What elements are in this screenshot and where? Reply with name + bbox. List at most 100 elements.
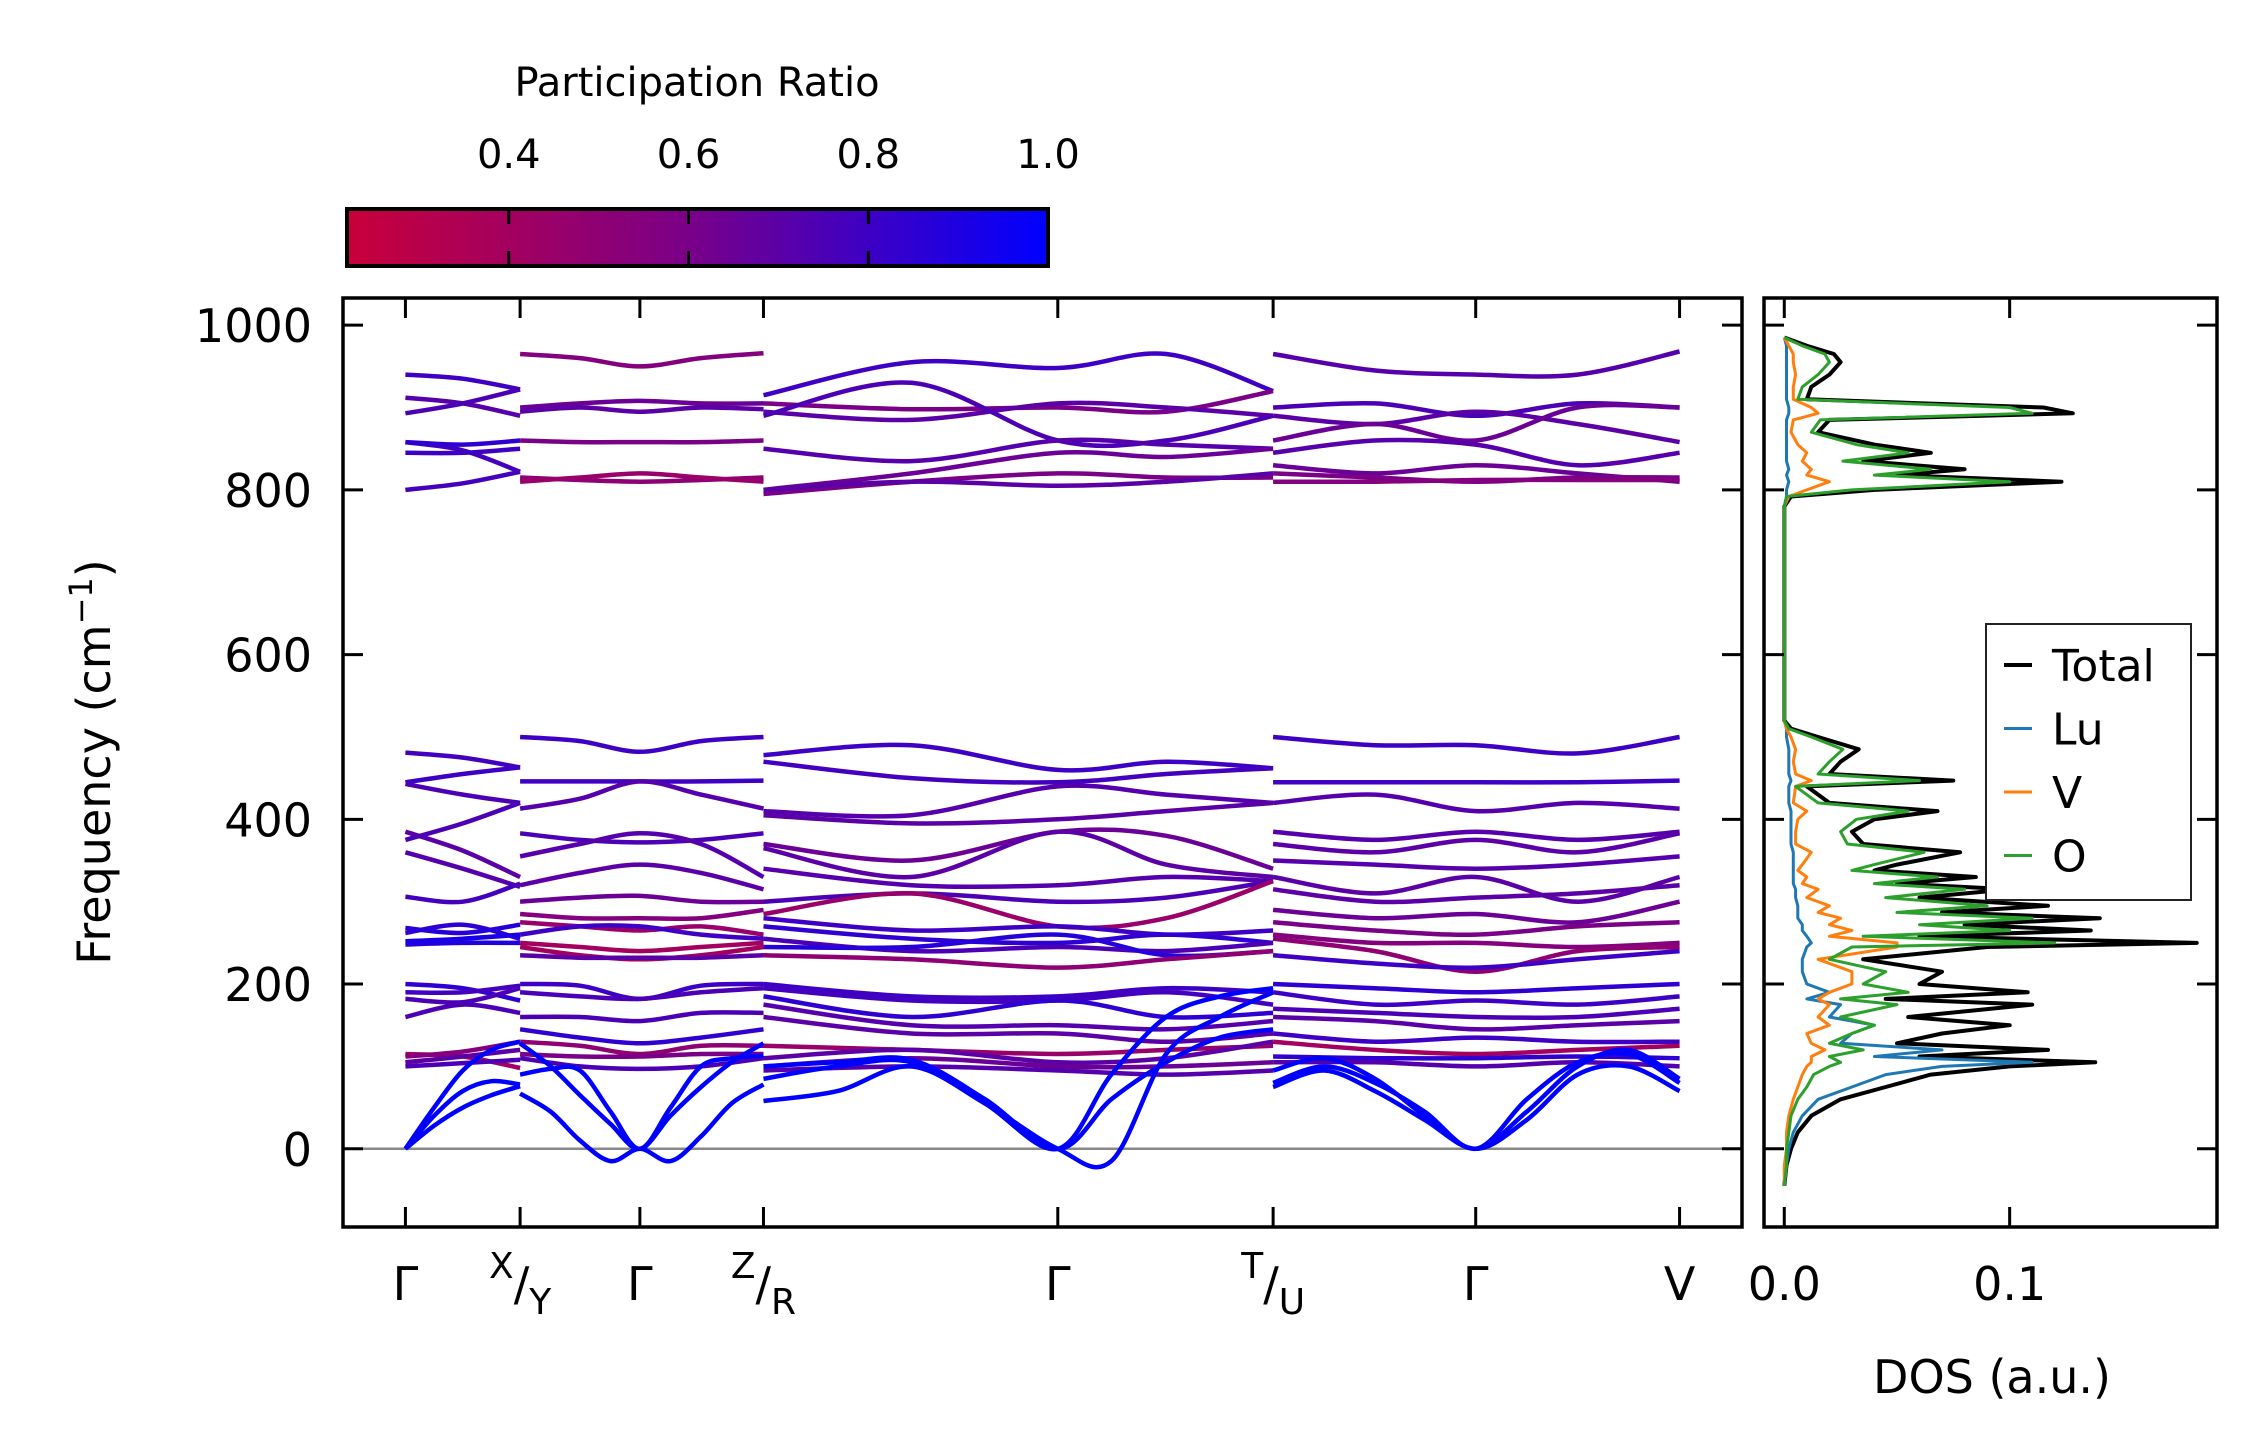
- dos-series-total: [1782, 335, 2199, 1187]
- phonon-band: [1272, 920, 1680, 937]
- phonon-band: [519, 1027, 764, 1046]
- phonon-band: [1272, 899, 1681, 925]
- phonon-band: [1272, 792, 1680, 814]
- phonon-band: [519, 940, 764, 954]
- phonon-band: [1272, 932, 1680, 950]
- x-tick-label-sup: Z: [731, 1246, 756, 1287]
- colorbar-tick-label: 0.8: [836, 132, 900, 178]
- phonon-band: [763, 981, 1274, 1000]
- phonon-band: [404, 800, 521, 843]
- phonon-band: [1272, 936, 1680, 974]
- x-tick-label-sep: /: [756, 1257, 772, 1311]
- main-axes-frame: [341, 296, 1744, 1229]
- phonon-band: [763, 948, 1274, 970]
- y-tick-label: 0: [283, 1123, 312, 1177]
- phonon-band: [1272, 948, 1680, 970]
- acoustic-band: [403, 1084, 521, 1151]
- x-tick-label: Γ: [627, 1257, 653, 1311]
- phonon-band: [405, 1047, 521, 1065]
- colorbar-label: Participation Ratio: [514, 60, 879, 106]
- x-tick-label: T/U: [1240, 1246, 1305, 1323]
- acoustic-band: [1272, 1063, 1681, 1152]
- x-tick-label-text: Γ: [1463, 1257, 1489, 1311]
- x-tick-label-sup: X: [489, 1246, 514, 1287]
- phonon-band: [404, 850, 521, 890]
- x-tick-label-text: Γ: [1045, 1257, 1071, 1311]
- phonon-band: [763, 924, 1274, 946]
- colorbar-tick-label: 0.6: [657, 132, 721, 178]
- phonon-band: [405, 922, 521, 936]
- phonon-band: [1272, 402, 1680, 443]
- x-tick-label-text: Γ: [393, 1257, 419, 1311]
- phonon-band: [763, 1039, 1274, 1065]
- band-segment: [763, 351, 1275, 1170]
- phonon-band: [405, 438, 521, 447]
- dos-legend: Total Lu VO: [1985, 623, 2192, 901]
- phonon-band: [519, 1051, 764, 1060]
- phonon-band: [763, 471, 1274, 493]
- x-tick-label-sub: R: [771, 1282, 796, 1323]
- phonon-band: [1272, 349, 1681, 379]
- phonon-band: [519, 907, 764, 922]
- phonon-band: [1273, 1014, 1680, 1032]
- x-tick-label-sep: /: [1263, 1257, 1279, 1311]
- colorbar-gradient: [345, 207, 1050, 268]
- phonon-band: [404, 781, 521, 806]
- phonon-band: [405, 932, 521, 944]
- phonon-band: [405, 469, 521, 493]
- phonon-band: [763, 1014, 1274, 1044]
- phonon-band: [763, 759, 1274, 785]
- phonon-band: [519, 350, 764, 369]
- x-tick-label: X/Y: [489, 1246, 552, 1323]
- phonon-band: [1273, 854, 1680, 871]
- x-tick-label-sub: U: [1279, 1282, 1305, 1323]
- dos-x-axis-label: DOS (a.u.): [1873, 1350, 2111, 1404]
- phonon-band: [1273, 981, 1680, 995]
- phonon-band: [520, 438, 764, 445]
- legend-entry-lu: Lu: [2004, 705, 2104, 756]
- phonon-band: [405, 981, 521, 1003]
- phonon-band: [1272, 829, 1680, 843]
- x-tick-label-text: Γ: [627, 1257, 653, 1311]
- y-tick-label: 400: [224, 793, 312, 847]
- phonon-band: [763, 827, 1274, 871]
- phonon-band: [519, 831, 764, 845]
- phonon-band: [1273, 778, 1680, 785]
- band-segment: [1272, 349, 1681, 1152]
- dos-axes-frame: [1762, 296, 2219, 1229]
- phonon-band: [763, 829, 1274, 880]
- x-tick-label-sup: T: [1240, 1246, 1264, 1287]
- phonon-band: [405, 881, 521, 905]
- x-tick-label-sub: Y: [528, 1282, 552, 1323]
- dos-x-tick-label: 0.0: [1748, 1257, 1821, 1311]
- phonon-band: [519, 985, 764, 1002]
- phonon-band: [1272, 1031, 1680, 1045]
- phonon-band: [405, 986, 521, 1005]
- acoustic-band: [403, 1039, 521, 1151]
- phonon-band: [519, 831, 765, 879]
- phonon-band: [405, 983, 521, 996]
- phonon-band: [1272, 874, 1681, 904]
- phonon-band: [405, 765, 521, 785]
- phonon-band: [763, 351, 1274, 398]
- phonon-band: [1272, 1039, 1680, 1057]
- dos-series-o: [1782, 336, 2057, 1186]
- phonon-band: [763, 437, 1274, 464]
- x-tick-label: Γ: [1463, 1257, 1489, 1311]
- phonon-band: [1272, 409, 1680, 445]
- x-tick-label: Γ: [1045, 1257, 1071, 1311]
- phonon-band: [763, 742, 1274, 773]
- phonon-band: [1273, 1006, 1680, 1021]
- band-segment: [403, 372, 522, 1151]
- dos-series-v: [1782, 336, 1899, 1186]
- phonon-band: [405, 750, 521, 770]
- y-axis-label: Frequency (cm−1): [62, 559, 121, 964]
- phonon-band: [405, 372, 521, 392]
- phonon-band: [763, 866, 1274, 890]
- legend-entry-o: O: [2004, 832, 2087, 883]
- x-tick-label-sep: /: [514, 1257, 530, 1311]
- x-tick-label: V: [1664, 1257, 1696, 1311]
- legend-label: V: [2052, 768, 2082, 819]
- phonon-band: [763, 400, 1274, 423]
- y-tick-label: 800: [224, 464, 312, 518]
